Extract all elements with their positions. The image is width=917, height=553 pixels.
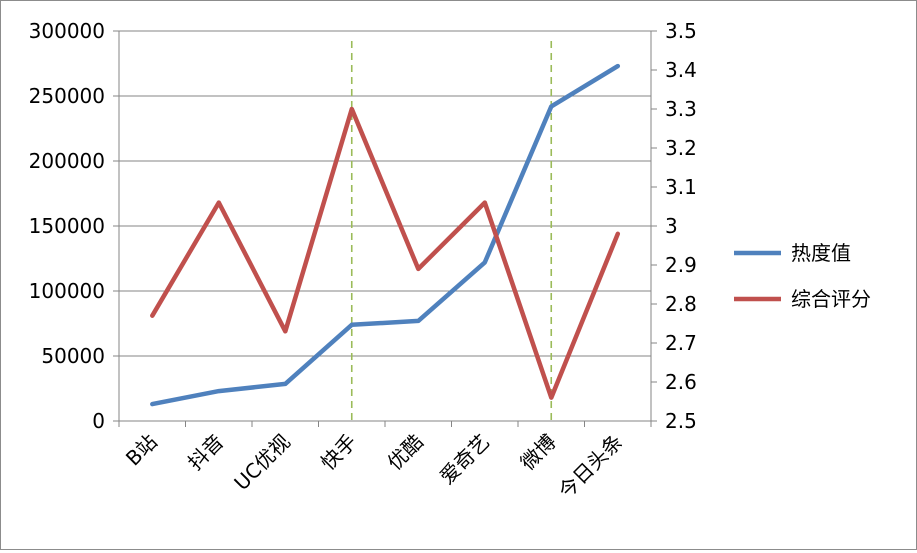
series-line-score [152, 109, 618, 398]
series-lines [152, 66, 618, 404]
left-axis-ticks: 0 50000 100000 150000 200000 250000 300000 [29, 19, 105, 433]
grid-lines [119, 31, 651, 421]
left-tick-label: 150000 [29, 214, 105, 238]
right-tick-label: 2.5 [665, 409, 697, 433]
left-tick-label: 100000 [29, 279, 105, 303]
left-tick-label: 0 [92, 409, 105, 433]
series-line-heat [152, 66, 618, 404]
reference-lines [352, 41, 552, 421]
legend-label: 热度值 [791, 241, 851, 265]
right-tick-label: 3.3 [665, 97, 697, 121]
legend-label: 综合评分 [791, 287, 871, 311]
category-label: 优酷 [383, 430, 428, 475]
category-label: 抖音 [183, 430, 228, 475]
right-tick-label: 2.6 [665, 370, 697, 394]
category-label: 今日头条 [554, 430, 628, 504]
right-tick-label: 3.1 [665, 175, 697, 199]
right-tick-label: 2.9 [665, 253, 697, 277]
right-tick-label: 2.8 [665, 292, 697, 316]
left-tick-label: 300000 [29, 19, 105, 43]
left-tick-label: 50000 [41, 344, 105, 368]
right-tick-label: 2.7 [665, 331, 697, 355]
category-label: B站 [121, 430, 162, 471]
right-tick-label: 3.4 [665, 58, 697, 82]
right-tick-label: 3 [665, 214, 678, 238]
category-label: 快手 [316, 430, 361, 475]
category-label: 微博 [516, 430, 561, 475]
right-tick-label: 3.5 [665, 19, 697, 43]
left-tick-label: 250000 [29, 84, 105, 108]
right-tick-label: 3.2 [665, 136, 697, 160]
category-label: 爱奇艺 [435, 430, 494, 489]
right-axis-ticks: 2.5 2.6 2.7 2.8 2.9 3 3.1 3.2 3.3 3.4 3.5 [665, 19, 697, 433]
left-tick-label: 200000 [29, 149, 105, 173]
category-label: UC优视 [229, 430, 294, 495]
